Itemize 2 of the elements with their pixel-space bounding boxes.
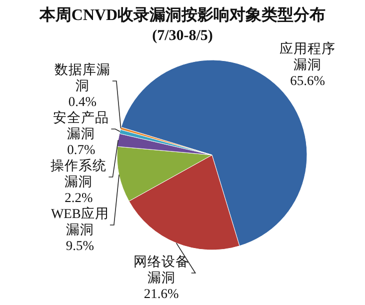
chart-title: 本周CNVD收录漏洞按影响对象类型分布 bbox=[38, 6, 326, 24]
chart-subtitle: (7/30-8/5) bbox=[152, 28, 213, 44]
